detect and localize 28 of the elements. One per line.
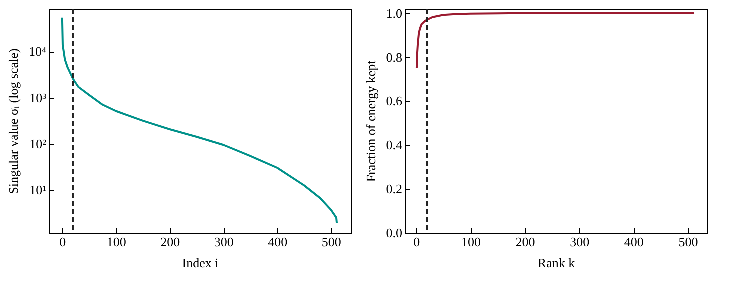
line-series	[61, 16, 338, 224]
x-axis-title: Index i	[182, 256, 220, 270]
x-tick-label: 200	[160, 234, 180, 250]
y-axis-title: Singular value σᵢ (log scale)	[6, 48, 21, 194]
x-tick-label: 300	[214, 234, 234, 250]
x-tick-label: 500	[322, 234, 342, 250]
x-tick-label: 500	[678, 234, 698, 250]
x-tick-label: 400	[268, 234, 288, 250]
x-tick-label: 100	[106, 234, 126, 250]
x-tick-label: 200	[516, 234, 536, 250]
x-axis-title: Rank k	[538, 256, 576, 270]
y-tick-label: 1.0	[386, 6, 402, 21]
x-tick-label: 0	[414, 234, 420, 250]
x-tick-label: 400	[624, 234, 644, 250]
y-tick-label: 10⁴	[28, 44, 47, 60]
y-tick-label: 0.2	[386, 182, 402, 197]
y-tick-label: 10²	[30, 136, 47, 152]
x-tick-label: 0	[60, 234, 66, 250]
y-tick-label: 10³	[30, 90, 47, 106]
x-tick-label: 100	[461, 234, 481, 250]
y-tick-label: 0.4	[386, 138, 403, 153]
y-tick-label: 0.0	[386, 226, 402, 240]
y-tick-label: 0.6	[386, 94, 403, 109]
x-tick-label: 300	[570, 234, 590, 250]
y-tick-label: 0.8	[386, 50, 402, 65]
y-tick-label: 10¹	[30, 182, 47, 198]
y-axis-title: Fraction of energy kept	[363, 60, 378, 182]
line-series	[416, 12, 696, 70]
